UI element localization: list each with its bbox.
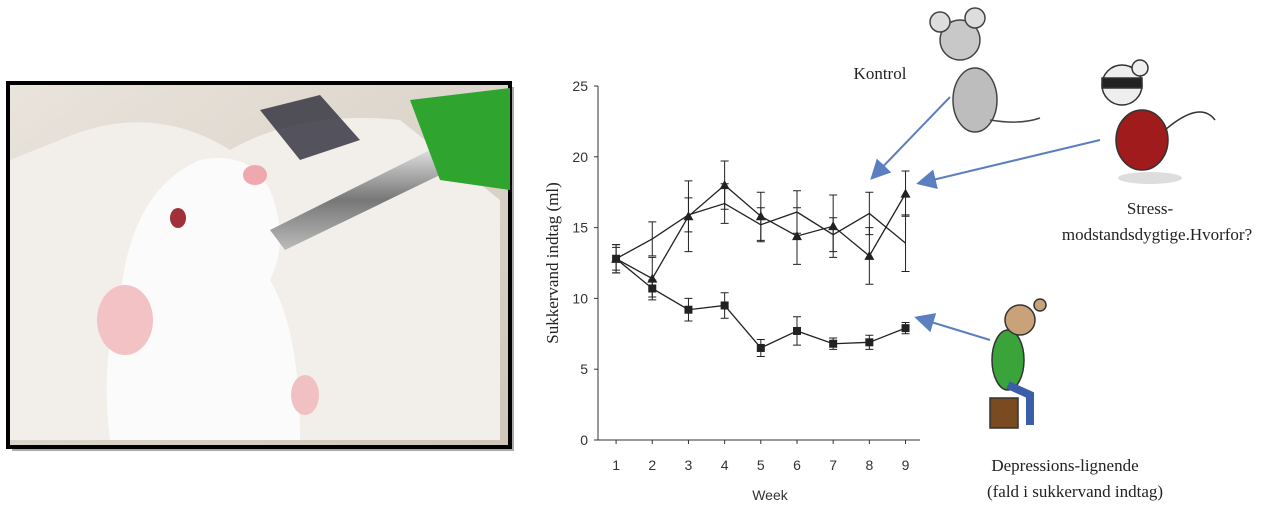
- error-bar: [648, 221, 657, 257]
- error-bar: [720, 183, 729, 224]
- y-tick-label: 20: [572, 149, 588, 165]
- annotation: modstandsdygtige.Hvorfor?: [1062, 225, 1252, 244]
- error-bar: [829, 217, 838, 253]
- x-axis-label: Week: [752, 487, 789, 503]
- point: [791, 231, 802, 241]
- x-tick-label: 2: [648, 457, 656, 473]
- point: [720, 301, 729, 310]
- y-tick-label: 10: [572, 290, 588, 306]
- point: [901, 324, 910, 333]
- photo: [6, 81, 514, 451]
- point: [684, 305, 693, 314]
- x-tick-label: 1: [612, 457, 620, 473]
- y-tick-label: 15: [572, 220, 588, 236]
- error-bar: [901, 214, 910, 272]
- arrow: [916, 139, 1101, 190]
- error-bar: [865, 191, 874, 236]
- arrow: [914, 313, 991, 341]
- error-bar: [756, 207, 765, 243]
- mouse-control: [929, 7, 1041, 133]
- error-bar: [792, 190, 801, 234]
- series-line: [615, 258, 906, 349]
- mouse-depressed: [989, 298, 1047, 429]
- x-tick-label: 4: [721, 457, 729, 473]
- point: [829, 339, 838, 348]
- x-tick-label: 8: [865, 457, 873, 473]
- mouse-stress: [1101, 59, 1216, 184]
- annotation: Depressions-lignende: [991, 456, 1138, 475]
- y-tick-label: 0: [580, 432, 588, 448]
- x-tick-label: 6: [793, 457, 801, 473]
- point: [612, 254, 621, 263]
- arrow: [870, 96, 951, 180]
- y-axis-label: Sukkervand indtag (ml): [543, 182, 562, 343]
- x-tick-label: 3: [685, 457, 693, 473]
- point: [864, 250, 875, 260]
- y-tick-label: 5: [580, 361, 588, 377]
- point: [648, 284, 657, 293]
- point: [792, 326, 801, 335]
- annotation: Kontrol: [854, 64, 907, 83]
- point: [900, 188, 911, 198]
- x-tick-label: 5: [757, 457, 765, 473]
- annotation: (fald i sukkervand indtag): [987, 482, 1163, 501]
- x-tick-label: 7: [829, 457, 837, 473]
- error-bar: [684, 197, 693, 233]
- point: [756, 343, 765, 352]
- x-tick-label: 9: [902, 457, 910, 473]
- point: [865, 338, 874, 347]
- annotation: Stress-: [1127, 199, 1174, 218]
- y-tick-label: 25: [572, 78, 588, 94]
